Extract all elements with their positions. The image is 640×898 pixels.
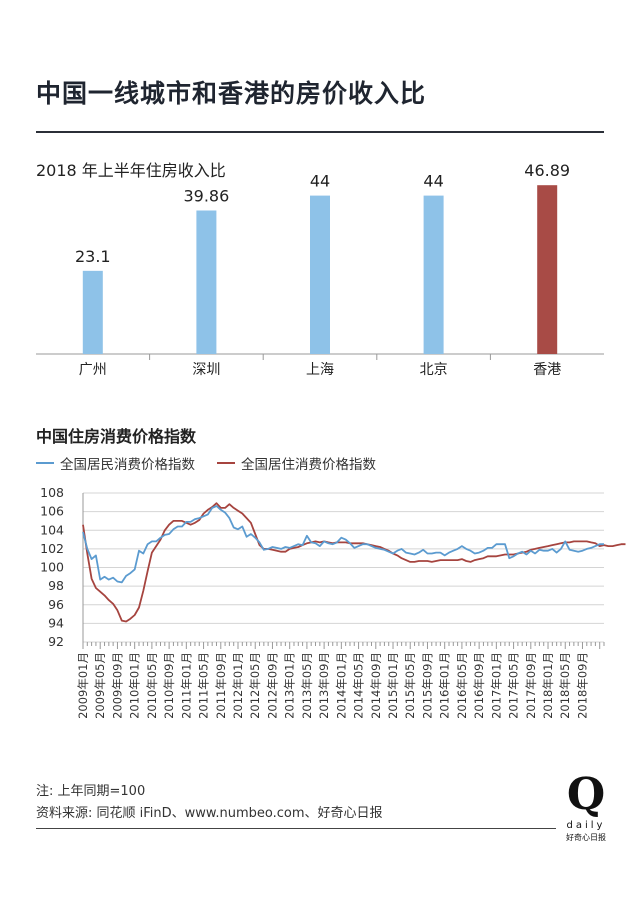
series-line-housing xyxy=(82,502,626,623)
bar-value-label: 39.86 xyxy=(183,187,229,206)
bar-5 xyxy=(537,185,558,354)
x-tick-label: 2014年01月 xyxy=(334,652,348,719)
bar-value-label: 44 xyxy=(423,172,443,191)
logo-word: daily xyxy=(566,820,606,831)
x-tick-label: 2011年01月 xyxy=(179,652,193,719)
bar-category-label: 香港 xyxy=(533,362,561,378)
bar-category-label: 上海 xyxy=(306,362,334,378)
x-tick-label: 2009年05月 xyxy=(93,652,107,719)
x-tick-label: 2014年05月 xyxy=(352,652,366,719)
line-chart-legend: 全国居民消费价格指数 全国居住消费价格指数 xyxy=(36,453,398,473)
y-tick-label: 106 xyxy=(40,504,64,519)
page-title: 中国一线城市和香港的房价收入比 xyxy=(36,79,427,108)
y-tick-label: 94 xyxy=(48,615,64,630)
logo-letter: Q xyxy=(566,769,606,820)
x-tick-label: 2010年05月 xyxy=(145,652,159,719)
brand-logo: Q daily 好奇心日报 xyxy=(562,772,610,843)
legend-label-cpi: 全国居民消费价格指数 xyxy=(60,457,195,473)
x-tick-label: 2016年05月 xyxy=(455,652,469,719)
bar-category-label: 深圳 xyxy=(192,362,220,378)
bar-category-label: 北京 xyxy=(420,362,448,378)
x-tick-label: 2009年01月 xyxy=(76,652,90,719)
x-tick-label: 2013年01月 xyxy=(283,652,297,719)
y-tick-label: 92 xyxy=(48,634,64,649)
bar-value-label: 23.1 xyxy=(75,247,111,266)
legend-item-cpi: 全国居民消费价格指数 xyxy=(36,453,195,473)
x-tick-label: 2011年09月 xyxy=(214,652,228,719)
series-line-cpi xyxy=(82,505,604,584)
x-tick-label: 2018年05月 xyxy=(558,652,572,719)
x-tick-label: 2017年01月 xyxy=(489,652,503,719)
x-tick-label: 2012年09月 xyxy=(265,652,279,719)
x-tick-label: 2012年05月 xyxy=(248,652,262,719)
bar-value-label: 44 xyxy=(310,172,330,191)
x-tick-label: 2015年05月 xyxy=(403,652,417,719)
x-tick-label: 2014年09月 xyxy=(369,652,383,719)
x-tick-label: 2013年09月 xyxy=(317,652,331,719)
note-baseline: 注: 上年同期=100 xyxy=(36,784,146,799)
legend-item-housing: 全国居住消费价格指数 xyxy=(217,453,376,473)
bar-4 xyxy=(423,195,444,354)
legend-swatch-housing xyxy=(217,462,235,464)
logo-cn: 好奇心日报 xyxy=(566,833,606,842)
x-tick-label: 2010年09月 xyxy=(162,652,176,719)
x-tick-label: 2018年01月 xyxy=(541,652,555,719)
y-tick-label: 102 xyxy=(40,541,64,556)
x-tick-label: 2016年09月 xyxy=(472,652,486,719)
legend-swatch-cpi xyxy=(36,462,54,464)
y-tick-label: 98 xyxy=(48,578,64,593)
x-tick-label: 2016年01月 xyxy=(438,652,452,719)
y-tick-label: 96 xyxy=(48,597,64,612)
x-tick-label: 2009年09月 xyxy=(110,652,124,719)
y-tick-label: 108 xyxy=(40,485,64,500)
x-tick-label: 2010年01月 xyxy=(128,652,142,719)
y-tick-label: 104 xyxy=(40,522,64,537)
bar-category-label: 广州 xyxy=(79,362,107,378)
x-tick-label: 2017年09月 xyxy=(524,652,538,719)
bar-value-label: 46.89 xyxy=(524,161,570,180)
note-source: 资料来源: 同花顺 iFinD、www.numbeo.com、好奇心日报 xyxy=(36,806,383,821)
x-tick-label: 2013年05月 xyxy=(300,652,314,719)
bar-2 xyxy=(196,210,217,354)
bar-1 xyxy=(82,270,103,354)
y-tick-label: 100 xyxy=(40,560,64,575)
x-tick-label: 2015年01月 xyxy=(386,652,400,719)
title-divider xyxy=(36,131,604,133)
bar-3 xyxy=(310,195,330,354)
bar-chart: 23.1 广州 39.86 深圳 44 上海 44 北京 46.89 香港 xyxy=(36,161,604,378)
x-tick-label: 2018年09月 xyxy=(575,652,589,719)
x-tick-label: 2012年01月 xyxy=(231,652,245,719)
x-tick-label: 2011年05月 xyxy=(197,652,211,719)
line-chart-title: 中国住房消费价格指数 xyxy=(36,427,197,446)
x-tick-label: 2017年05月 xyxy=(507,652,521,719)
bar-chart-title: 2018 年上半年住房收入比 xyxy=(36,161,226,180)
footer-divider xyxy=(36,828,556,829)
legend-label-housing: 全国居住消费价格指数 xyxy=(241,457,376,473)
x-tick-label: 2015年09月 xyxy=(420,652,434,719)
